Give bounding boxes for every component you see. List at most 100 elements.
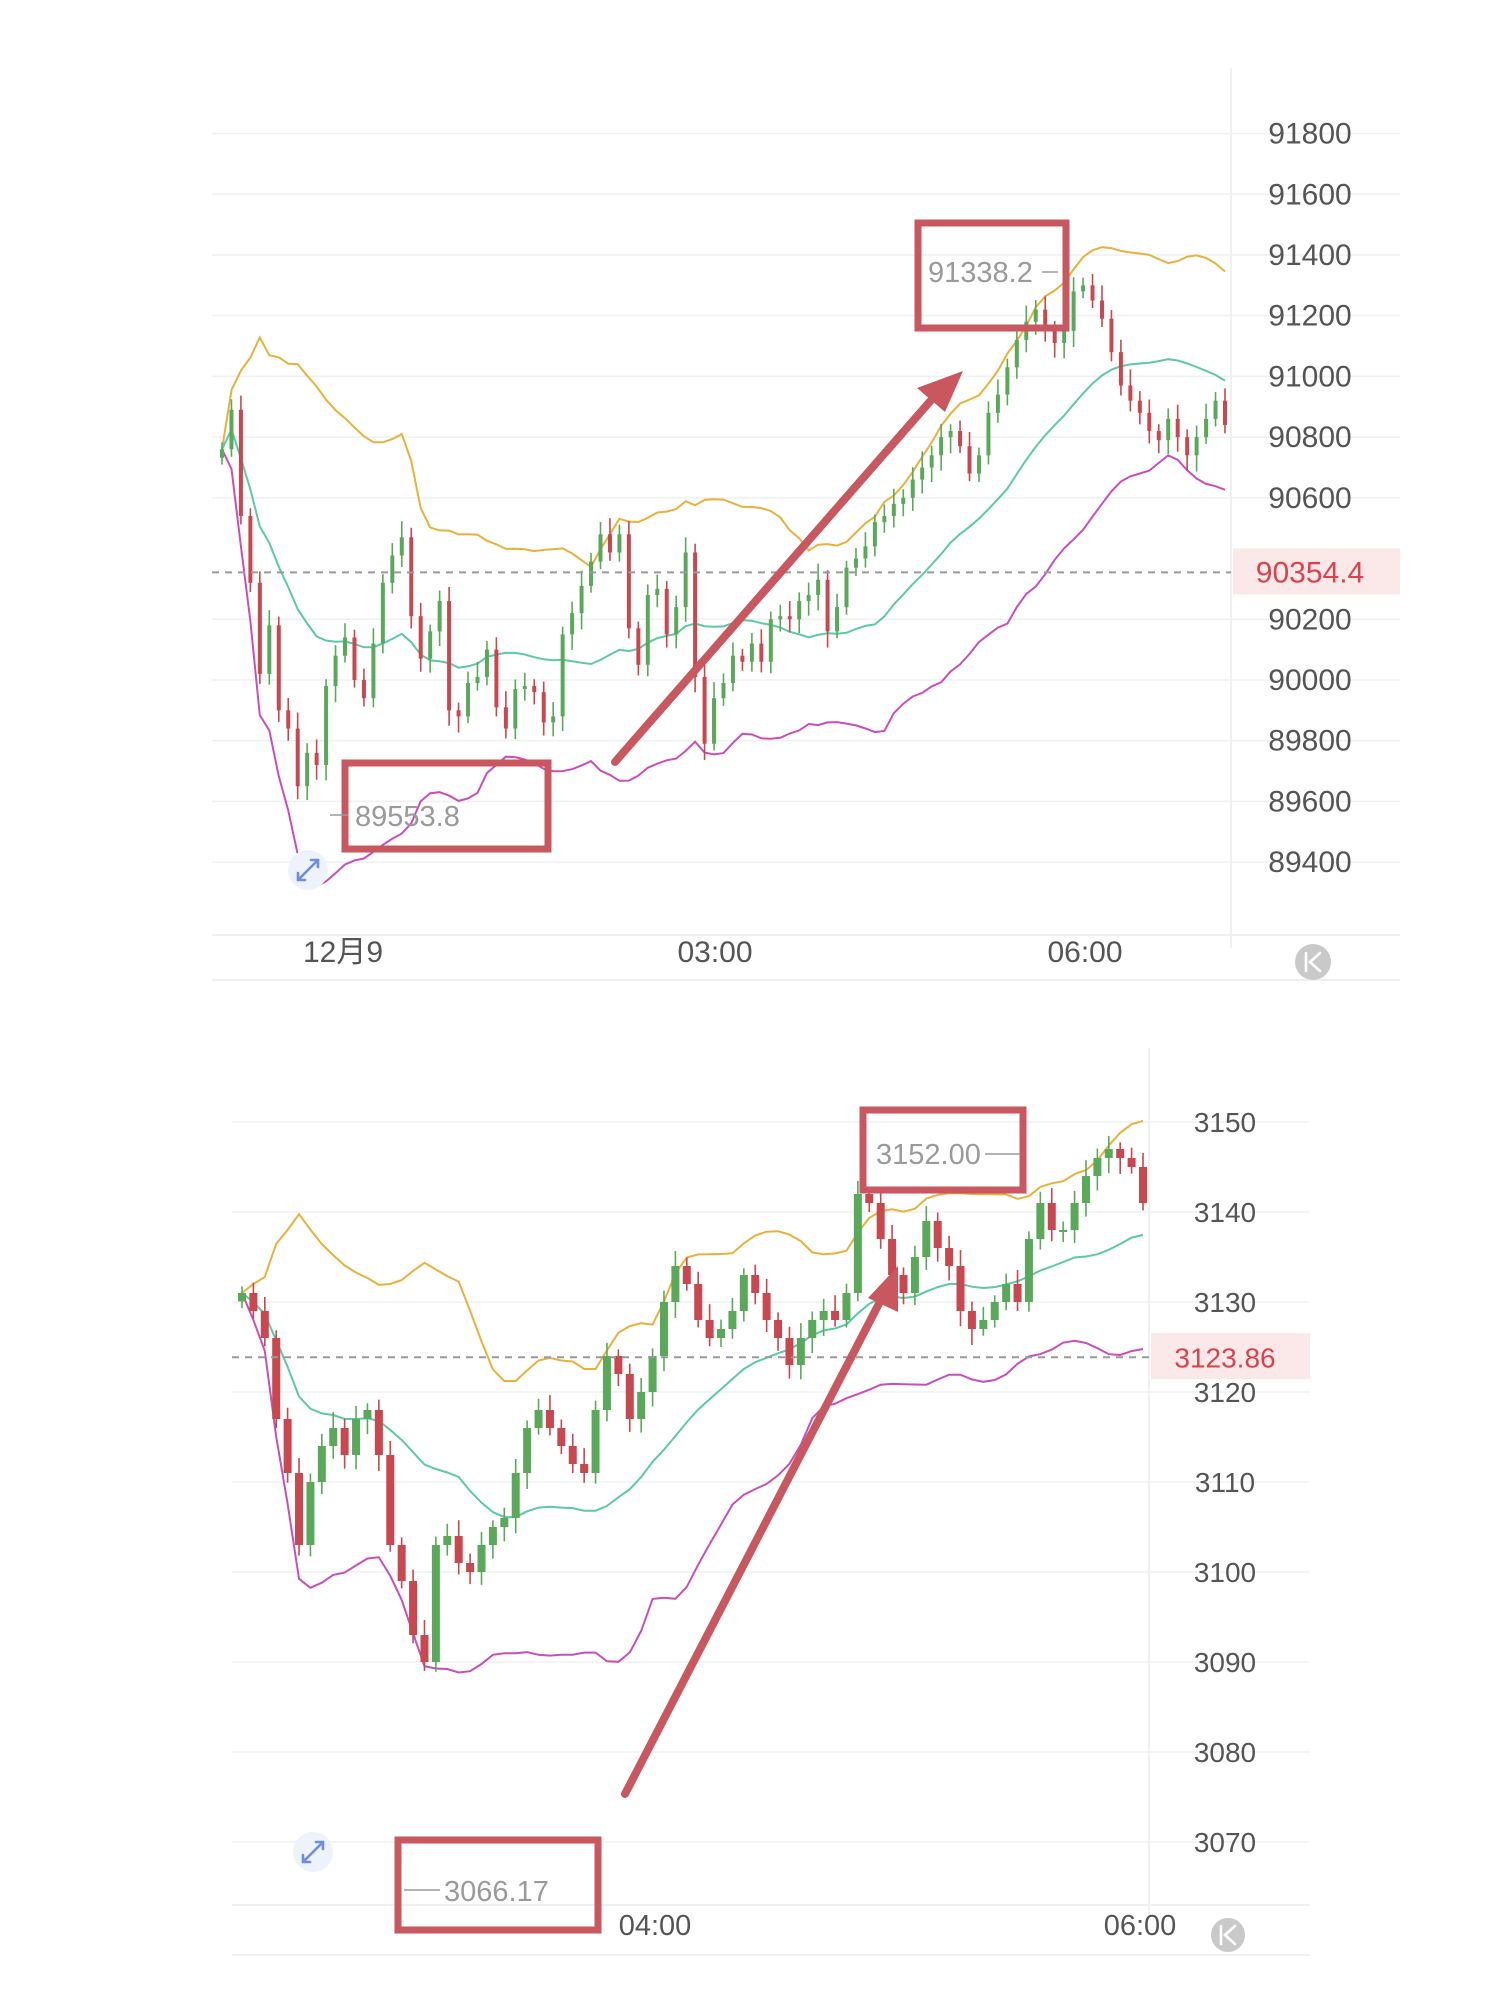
p1-lower-band: [221, 448, 1226, 888]
p1-candle-body: [948, 431, 953, 438]
p2-candle-body: [1104, 1149, 1113, 1158]
p2-candle-body: [694, 1284, 703, 1320]
p2-low-annotation: 3066.17: [394, 1836, 602, 1934]
p1-expand-icon[interactable]: [288, 850, 328, 890]
p1-candle-body: [447, 601, 452, 711]
p2-middle-band: [241, 1234, 1144, 1519]
p2-candle-body: [363, 1410, 372, 1419]
p1-candle-body: [702, 676, 707, 744]
p1-candle-body: [920, 467, 925, 480]
p2-candle-body: [602, 1356, 611, 1410]
p1-candle-body: [541, 692, 546, 723]
p1-jump-to-start-icon[interactable]: [1295, 944, 1331, 980]
p2-candle-body: [956, 1266, 965, 1311]
p2-y-tick: 3110: [1195, 1467, 1255, 1498]
p1-candle-body: [248, 516, 253, 583]
p1-middle-band: [221, 358, 1226, 669]
p2-candle-body: [306, 1482, 315, 1545]
p2-candle-body: [488, 1527, 497, 1545]
p1-candle-body: [513, 689, 518, 729]
p1-candle-body: [352, 637, 357, 680]
p1-trend-arrow: [611, 371, 963, 766]
p1-current-price-tag: [1233, 548, 1400, 595]
p1-candle-body: [1109, 318, 1114, 353]
p1-candle-body: [229, 409, 234, 450]
p1-current-price-label: 90354.4: [1256, 556, 1364, 589]
p1-high-box: [914, 219, 1070, 332]
p1-candle-body: [484, 649, 489, 677]
p2-candle-body: [534, 1410, 543, 1428]
p2-candle-body: [819, 1311, 828, 1320]
p2-candle-body: [945, 1248, 954, 1266]
p2-trend-arrow: [621, 1266, 898, 1798]
p2-candle-body: [1047, 1203, 1056, 1230]
p1-candle-body: [882, 516, 887, 523]
p1-candle-body: [721, 683, 726, 699]
p1-candle-body: [1213, 400, 1218, 419]
p1-candle-body: [1014, 339, 1019, 368]
p1-candle-body: [305, 752, 310, 787]
p1-candle-body: [503, 707, 508, 729]
p1-y-tick: 90200: [1268, 603, 1351, 636]
p1-low-label: 89553.8: [355, 801, 460, 833]
p1-candle-body: [816, 579, 821, 595]
p2-candle-body: [876, 1203, 885, 1239]
p2-candle-body: [249, 1293, 258, 1311]
p1-upper-band: [221, 246, 1226, 569]
p2-candle-body: [1036, 1203, 1045, 1239]
p2-candle-body: [785, 1338, 794, 1365]
p1-candle-body: [636, 628, 641, 665]
p2-current-price-label: 3123.86: [1174, 1342, 1275, 1373]
p1-x-tick: 03:00: [677, 936, 752, 969]
p1-candle-body: [1223, 400, 1227, 425]
p2-jump-to-start-icon[interactable]: [1211, 1918, 1245, 1952]
p2-low-label: 3066.17: [444, 1876, 549, 1908]
p2-candle-body: [671, 1266, 680, 1302]
p2-expand-icon[interactable]: [293, 1832, 333, 1872]
p1-candle-body: [844, 567, 849, 608]
p2-candle-body: [1093, 1158, 1102, 1176]
p2-candle-body: [431, 1545, 440, 1662]
p1-candle-body: [399, 537, 404, 556]
p2-candle-body: [637, 1392, 646, 1419]
p1-candle-body: [986, 412, 991, 456]
p2-candle-body: [808, 1320, 817, 1338]
p1-candle-body: [645, 594, 650, 665]
p2-candle-body: [568, 1446, 577, 1464]
p1-candle-body: [361, 679, 366, 699]
p1-candle-body: [1147, 412, 1152, 432]
p2-candle-body: [1002, 1284, 1011, 1302]
p1-y-tick: 91000: [1268, 360, 1351, 393]
p1-y-tick: 89800: [1268, 725, 1351, 758]
p1-candle-body: [598, 534, 603, 562]
p1-candle-body: [1175, 418, 1180, 438]
p2-candle-body: [990, 1302, 999, 1320]
p1-candles: [220, 273, 1227, 801]
p1-candle-body: [853, 558, 858, 568]
p2-y-tick: 3080: [1194, 1737, 1256, 1768]
p2-candle-body: [238, 1293, 246, 1302]
p2-grid: [232, 1048, 1310, 1956]
p1-candle-body: [437, 601, 442, 632]
p2-candle-body: [386, 1455, 395, 1545]
p1-candle-body: [1156, 431, 1161, 441]
p1-candle-body: [560, 634, 565, 717]
p1-candle-body: [456, 710, 461, 717]
p2-high-label: 3152.00: [876, 1139, 981, 1171]
p1-candle-body: [749, 643, 754, 662]
chart-panel-1: 91800 91600 91400 91200 91000 90800 90600 90200…: [212, 68, 1400, 981]
p2-candle-body: [295, 1473, 304, 1545]
p2-candle-body: [933, 1221, 942, 1248]
p2-bollinger-bands: [241, 1119, 1144, 1674]
p2-candle-body: [420, 1635, 429, 1662]
p2-candle-body: [272, 1338, 281, 1419]
p1-candle-body: [1118, 352, 1123, 386]
p1-y-tick: 90600: [1268, 482, 1351, 515]
p2-candle-body: [1059, 1230, 1068, 1232]
p1-candle-body: [1052, 327, 1057, 343]
p1-candle-body: [929, 455, 934, 468]
p1-candle-body: [674, 607, 679, 635]
p2-candle-body: [329, 1428, 338, 1446]
p1-y-tick: 91800: [1268, 118, 1351, 151]
